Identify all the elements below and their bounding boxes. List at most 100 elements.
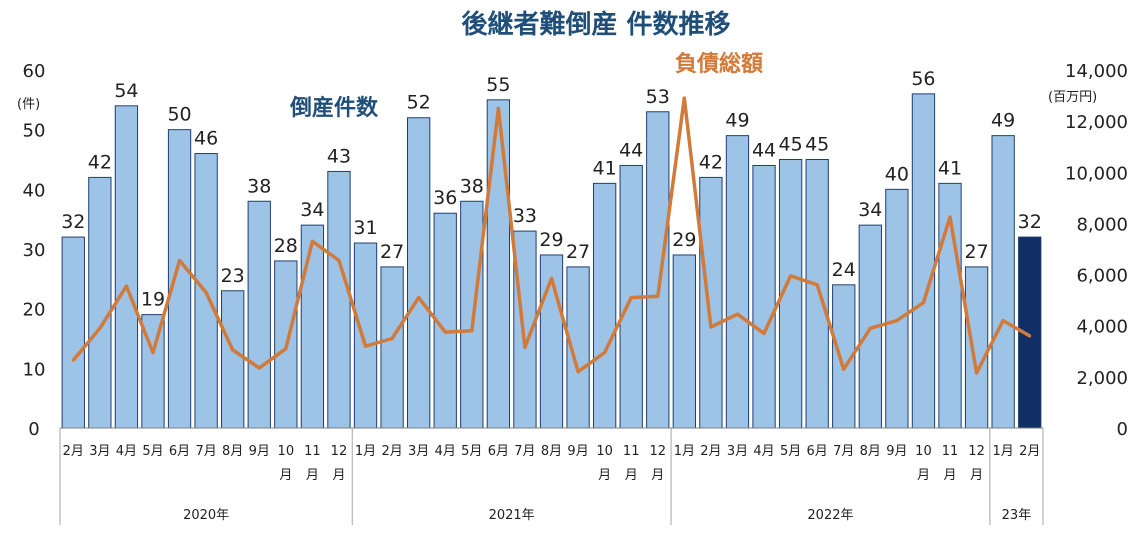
left-tick-label: 60 — [23, 61, 46, 82]
left-tick-label: 0 — [28, 419, 39, 440]
x-tick-label: 7月 — [195, 444, 216, 459]
year-group-label: 2020年 — [183, 508, 229, 523]
right-tick-label: 4,000 — [1076, 317, 1128, 338]
year-group-label: 2021年 — [489, 508, 535, 523]
x-tick-label: 7月 — [514, 444, 535, 459]
bar — [991, 135, 1015, 429]
bar-value-label: 38 — [460, 175, 484, 197]
bar-value-label: 41 — [938, 157, 962, 179]
bar-value-labels: 3242541950462338283443312752363855332927… — [61, 68, 1042, 311]
bar — [61, 236, 85, 429]
bar — [699, 176, 723, 429]
x-tick-label: 8月 — [222, 444, 243, 459]
line-point — [921, 301, 925, 305]
line-point — [523, 345, 527, 349]
bar-value-label: 36 — [433, 187, 457, 209]
x-tick-label: 10 — [596, 444, 613, 459]
x-tick-label: 3月 — [89, 444, 110, 459]
bar-value-label: 24 — [832, 259, 856, 281]
bar-value-label: 33 — [513, 205, 537, 227]
x-tick-label: 11 — [304, 444, 321, 459]
x-tick-label: 月 — [598, 468, 611, 483]
x-tick-label: 2月 — [1019, 444, 1040, 459]
right-tick-label: 10,000 — [1065, 163, 1128, 184]
bar — [460, 200, 484, 429]
bar-value-label: 29 — [539, 229, 563, 251]
bar — [247, 200, 271, 429]
right-axis: 0 2,000 4,000 6,000 8,000 10,000 12,000 14,000 — [1065, 61, 1128, 440]
left-tick-label: 40 — [23, 180, 46, 201]
bar-value-label: 45 — [805, 134, 829, 156]
x-tick-label: 10 — [278, 444, 295, 459]
bar — [327, 170, 351, 429]
bar-value-label: 50 — [167, 104, 191, 126]
x-tick-label: 月 — [917, 468, 930, 483]
right-tick-label: 8,000 — [1076, 214, 1128, 235]
bar — [725, 135, 750, 429]
x-axis: 2月 3月 4月 5月 6月 7月 8月 9月 10 月 11 月 12 月 1月 2月 3月 4月 5月 6月 7月 8… — [59, 427, 1044, 525]
x-tick-label: 5月 — [461, 444, 482, 459]
x-tick-label: 9月 — [567, 444, 588, 459]
bar-value-label: 34 — [858, 199, 882, 221]
right-tick-label: 12,000 — [1065, 112, 1128, 133]
bar — [353, 242, 378, 429]
x-tick-label: 9月 — [249, 444, 270, 459]
right-axis-unit: (百万円) — [1048, 90, 1097, 105]
bar — [885, 188, 909, 429]
x-tick-label: 6月 — [807, 444, 828, 459]
bar-value-label: 23 — [221, 265, 245, 287]
bar — [752, 164, 776, 429]
series-label-bar: 倒産件数 — [289, 95, 379, 121]
bar-value-label: 28 — [274, 235, 298, 257]
x-tick-label: 11 — [623, 444, 640, 459]
x-tick-label: 月 — [279, 468, 292, 483]
left-tick-label: 20 — [23, 300, 46, 321]
x-tick-label: 月 — [944, 468, 957, 483]
line-point — [124, 284, 128, 288]
line-point — [789, 274, 793, 278]
x-tick-label: 月 — [970, 468, 983, 483]
bar-value-label: 44 — [752, 139, 776, 161]
line-point — [576, 370, 580, 374]
bar-value-label: 52 — [407, 92, 431, 114]
bar-value-label: 27 — [566, 241, 590, 263]
x-tick-label: 4月 — [753, 444, 774, 459]
line-point — [310, 239, 314, 243]
line-point — [550, 276, 553, 280]
right-tick-label: 6,000 — [1076, 266, 1128, 287]
bar-value-label: 27 — [964, 241, 988, 263]
bar-value-label: 46 — [194, 128, 218, 150]
line-point — [975, 371, 979, 375]
left-tick-label: 30 — [23, 240, 46, 261]
line-point — [231, 348, 235, 352]
bar-value-label: 44 — [619, 139, 643, 161]
x-tick-label: 10 — [915, 444, 932, 459]
x-tick-label: 7月 — [833, 444, 854, 459]
line-point — [496, 106, 500, 110]
left-tick-label: 50 — [23, 121, 46, 142]
x-tick-label: 9月 — [886, 444, 907, 459]
x-tick-label: 2月 — [63, 444, 84, 459]
x-tick-label: 4月 — [435, 444, 456, 459]
bar-value-label: 54 — [114, 80, 138, 102]
line-point — [151, 351, 155, 355]
bar-value-label: 53 — [646, 86, 670, 108]
bar — [486, 99, 511, 429]
x-tick-label: 11 — [942, 444, 959, 459]
bar — [88, 176, 112, 429]
x-tick-label: 5月 — [780, 444, 801, 459]
line-point — [709, 325, 713, 329]
chart-title: 後継者難倒産 件数推移 — [461, 9, 730, 40]
right-tick-label: 0 — [1117, 419, 1128, 440]
line-point — [895, 319, 899, 323]
left-axis-unit: (件) — [17, 97, 40, 112]
x-tick-label: 月 — [625, 468, 638, 483]
line-point — [443, 330, 447, 334]
bar — [964, 266, 989, 429]
bar-value-label: 32 — [1018, 211, 1042, 233]
bar-value-label: 49 — [991, 110, 1015, 132]
x-tick-label: 月 — [332, 468, 345, 483]
x-tick-label: 1月 — [355, 444, 376, 459]
line-point — [656, 294, 660, 298]
line-point — [735, 312, 739, 316]
